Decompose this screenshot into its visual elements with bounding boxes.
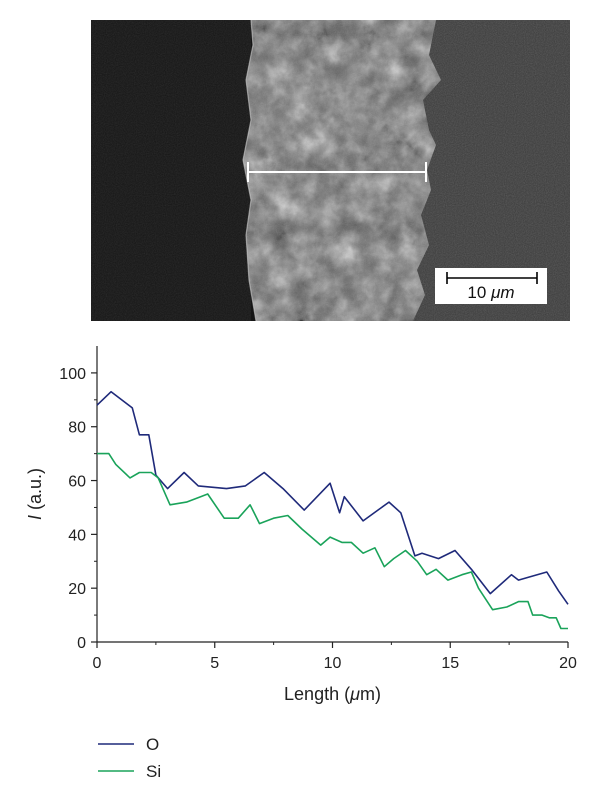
series-line-si [97,452,568,630]
y-tick-label: 0 [77,635,86,652]
y-tick-label: 80 [68,420,86,437]
y-tick-label: 40 [68,527,86,544]
y-tick-label: 60 [68,474,86,491]
chart-axes [96,346,568,643]
chart-series [96,390,569,630]
sem-coating-edge [242,20,257,321]
scale-bar-label: 10 μm [467,283,514,302]
x-tick-label: 10 [324,655,342,672]
x-tick-label: 15 [441,655,459,672]
legend-label-o: O [146,735,159,754]
y-tick-label: 100 [59,366,86,383]
scale-bar-unit: μm [490,283,514,302]
x-tick-label: 20 [559,655,577,672]
intensity-line-chart: 0 5 10 15 20 0 20 40 60 80 100 Length (μm) I (a.u.… [25,346,577,781]
scale-bar: 10 μm [435,268,547,304]
sem-micrograph: 10 μm [91,20,570,321]
legend-label-si: Si [146,762,161,781]
y-axis-label: I (a.u.) [25,468,45,520]
line-scan-marker [247,162,427,182]
x-tick-label: 0 [93,655,102,672]
sem-left-grain [91,20,251,321]
chart-ticks: 0 5 10 15 20 0 20 40 60 80 100 [59,366,577,672]
x-axis-label: Length (μm) [284,684,381,704]
scale-bar-value: 10 [467,283,486,302]
x-tick-label: 5 [210,655,219,672]
sem-coating-layer [243,20,441,321]
y-tick-label: 20 [68,581,86,598]
chart-legend: O Si [98,735,161,781]
